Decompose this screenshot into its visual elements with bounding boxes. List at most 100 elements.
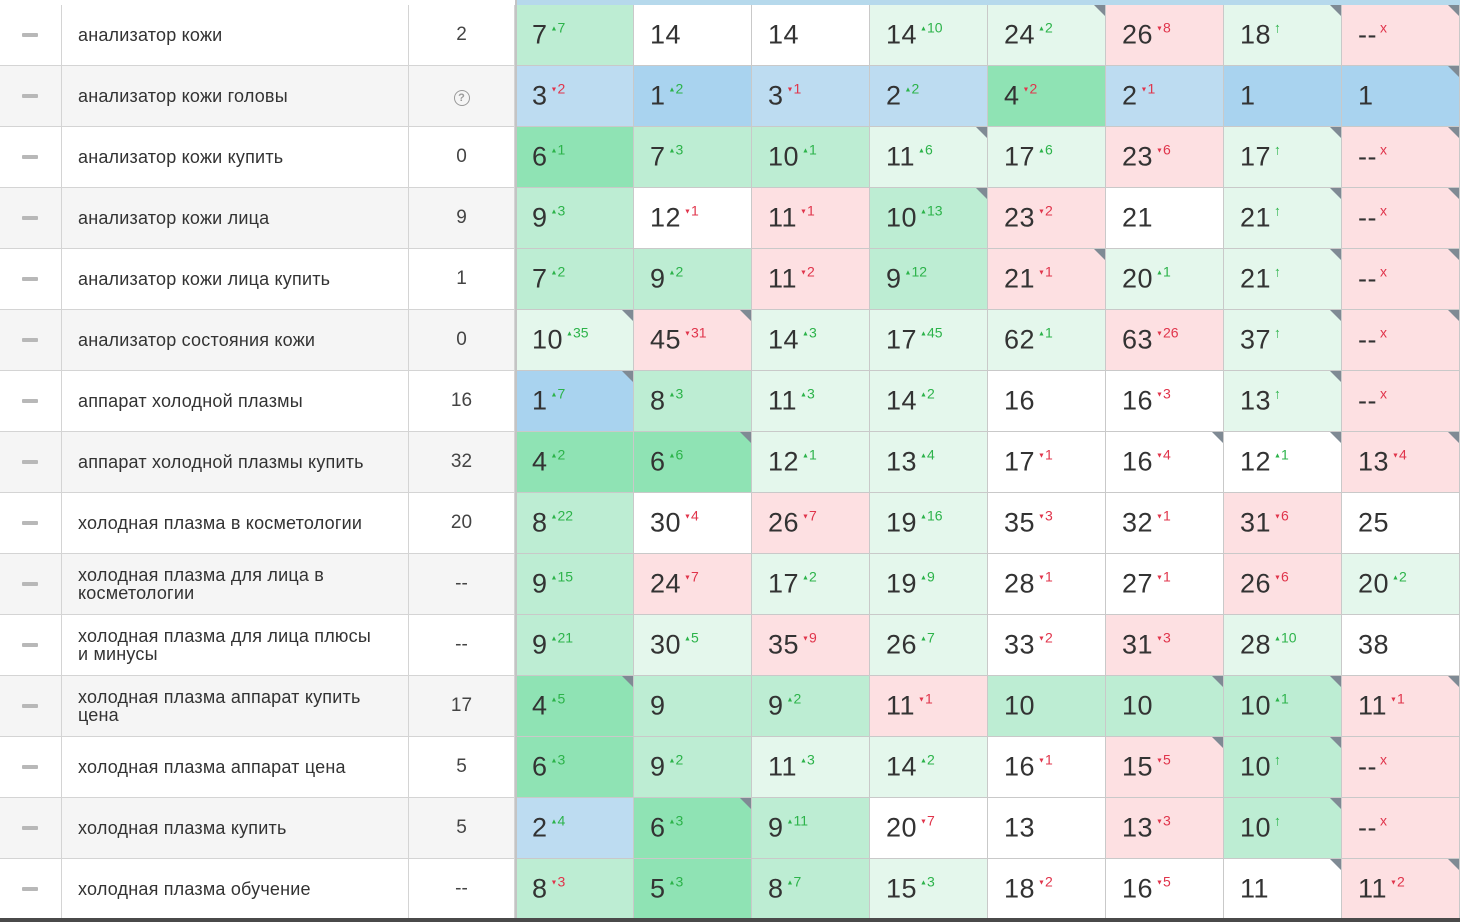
minus-icon[interactable] bbox=[22, 826, 38, 830]
position-cell[interactable]: 2 ▲2 bbox=[870, 66, 988, 127]
position-cell[interactable]: 28 ▲10 bbox=[1224, 615, 1342, 676]
position-cell[interactable]: 23 ▼6 bbox=[1106, 127, 1224, 188]
position-cell[interactable]: 6 ▲1 bbox=[516, 127, 634, 188]
minus-icon[interactable] bbox=[22, 704, 38, 708]
table-row[interactable]: холодная плазма для лица в косметологии -… bbox=[0, 554, 1460, 615]
table-row[interactable]: анализатор кожи головы? 3 ▼2 1 ▲2 3 ▼1 2 ▲2 4 ▼2 2 ▼… bbox=[0, 66, 1460, 127]
position-cell[interactable]: 17 ▲45 bbox=[870, 310, 988, 371]
position-cell[interactable]: 1 bbox=[1342, 66, 1460, 127]
position-cell[interactable]: 9 ▲15 bbox=[516, 554, 634, 615]
minus-icon[interactable] bbox=[22, 643, 38, 647]
position-cell[interactable]: 21 bbox=[1106, 188, 1224, 249]
position-cell[interactable]: -- x bbox=[1342, 737, 1460, 798]
position-cell[interactable]: 26 ▼7 bbox=[752, 493, 870, 554]
position-cell[interactable]: 11 ▲3 bbox=[752, 737, 870, 798]
position-cell[interactable]: 17 ▲2 bbox=[752, 554, 870, 615]
position-cell[interactable]: 10 ▲1 bbox=[752, 127, 870, 188]
position-cell[interactable]: 14 bbox=[634, 5, 752, 66]
minus-icon[interactable] bbox=[22, 155, 38, 159]
position-cell[interactable]: 10 ▲13 bbox=[870, 188, 988, 249]
position-cell[interactable]: 11 ▼2 bbox=[752, 249, 870, 310]
position-cell[interactable]: 32 ▼1 bbox=[1106, 493, 1224, 554]
position-cell[interactable]: 10 bbox=[988, 676, 1106, 737]
position-cell[interactable]: 35 ▼9 bbox=[752, 615, 870, 676]
position-cell[interactable]: 5 ▲3 bbox=[634, 859, 752, 920]
minus-icon[interactable] bbox=[22, 216, 38, 220]
position-cell[interactable]: 4 ▲5 bbox=[516, 676, 634, 737]
table-row[interactable]: анализатор кожи лица 9 9 ▲3 12 ▼1 11 ▼1 10 ▲13 23 ▼… bbox=[0, 188, 1460, 249]
position-cell[interactable]: -- x bbox=[1342, 249, 1460, 310]
table-row[interactable]: аппарат холодной плазмы 16 1 ▲7 8 ▲3 11 ▲3 14 ▲2 1… bbox=[0, 371, 1460, 432]
position-cell[interactable]: 27 ▼1 bbox=[1106, 554, 1224, 615]
position-cell[interactable]: -- x bbox=[1342, 310, 1460, 371]
position-cell[interactable]: 17 ▼1 bbox=[988, 432, 1106, 493]
position-cell[interactable]: 26 ▼8 bbox=[1106, 5, 1224, 66]
position-cell[interactable]: 13 ▼3 bbox=[1106, 798, 1224, 859]
position-cell[interactable]: 8 ▲22 bbox=[516, 493, 634, 554]
position-cell[interactable]: 11 ▼2 bbox=[1342, 859, 1460, 920]
position-cell[interactable]: 62 ▲1 bbox=[988, 310, 1106, 371]
position-cell[interactable]: 11 ▲6 bbox=[870, 127, 988, 188]
position-cell[interactable]: 24 ▲2 bbox=[988, 5, 1106, 66]
position-cell[interactable]: 9 ▲2 bbox=[752, 676, 870, 737]
table-row[interactable]: анализатор кожи купить 0 6 ▲1 7 ▲3 10 ▲1 11 ▲6 17 ▲… bbox=[0, 127, 1460, 188]
position-cell[interactable]: 21 ▼1 bbox=[988, 249, 1106, 310]
position-cell[interactable]: 63 ▼26 bbox=[1106, 310, 1224, 371]
position-cell[interactable]: 14 ▲2 bbox=[870, 737, 988, 798]
position-cell[interactable]: 19 ▲16 bbox=[870, 493, 988, 554]
position-cell[interactable]: 20 ▼7 bbox=[870, 798, 988, 859]
position-cell[interactable]: 14 ▲3 bbox=[752, 310, 870, 371]
position-cell[interactable]: 3 ▼1 bbox=[752, 66, 870, 127]
position-cell[interactable]: 10 ↑ bbox=[1224, 798, 1342, 859]
position-cell[interactable]: 10 ▲1 bbox=[1224, 676, 1342, 737]
table-row[interactable]: холодная плазма в косметологии 20 8 ▲22 30 ▼4… bbox=[0, 493, 1460, 554]
position-cell[interactable]: 30 ▲5 bbox=[634, 615, 752, 676]
position-cell[interactable]: 26 ▲7 bbox=[870, 615, 988, 676]
row-toggle-cell[interactable] bbox=[0, 737, 62, 798]
position-cell[interactable]: 1 ▲7 bbox=[516, 371, 634, 432]
position-cell[interactable]: 12 ▼1 bbox=[634, 188, 752, 249]
row-toggle-cell[interactable] bbox=[0, 249, 62, 310]
position-cell[interactable]: 2 ▲4 bbox=[516, 798, 634, 859]
table-row[interactable]: анализатор кожи лица купить 1 7 ▲2 9 ▲2 11 ▼2 9 ▲… bbox=[0, 249, 1460, 310]
position-cell[interactable]: 6 ▲6 bbox=[634, 432, 752, 493]
position-cell[interactable]: -- x bbox=[1342, 127, 1460, 188]
position-cell[interactable]: 8 ▼3 bbox=[516, 859, 634, 920]
position-cell[interactable]: 15 ▼5 bbox=[1106, 737, 1224, 798]
position-cell[interactable]: 1 ▲2 bbox=[634, 66, 752, 127]
position-cell[interactable]: 8 ▲7 bbox=[752, 859, 870, 920]
position-cell[interactable]: 19 ▲9 bbox=[870, 554, 988, 615]
position-cell[interactable]: 13 ▼4 bbox=[1342, 432, 1460, 493]
position-cell[interactable]: 9 ▲2 bbox=[634, 249, 752, 310]
position-cell[interactable]: 35 ▼3 bbox=[988, 493, 1106, 554]
position-cell[interactable]: 25 bbox=[1342, 493, 1460, 554]
position-cell[interactable]: -- x bbox=[1342, 371, 1460, 432]
minus-icon[interactable] bbox=[22, 521, 38, 525]
row-toggle-cell[interactable] bbox=[0, 66, 62, 127]
position-cell[interactable]: 11 ▼1 bbox=[870, 676, 988, 737]
minus-icon[interactable] bbox=[22, 582, 38, 586]
row-toggle-cell[interactable] bbox=[0, 371, 62, 432]
position-cell[interactable]: 30 ▼4 bbox=[634, 493, 752, 554]
position-cell[interactable]: 9 ▲12 bbox=[870, 249, 988, 310]
position-cell[interactable]: 24 ▼7 bbox=[634, 554, 752, 615]
position-cell[interactable]: 33 ▼2 bbox=[988, 615, 1106, 676]
row-toggle-cell[interactable] bbox=[0, 5, 62, 66]
position-cell[interactable]: 18 ▼2 bbox=[988, 859, 1106, 920]
row-toggle-cell[interactable] bbox=[0, 493, 62, 554]
position-cell[interactable]: 7 ▲7 bbox=[516, 5, 634, 66]
table-row[interactable]: холодная плазма обучение -- 8 ▼3 5 ▲3 8 ▲7 15 ▲3 1… bbox=[0, 859, 1460, 920]
position-cell[interactable]: 15 ▲3 bbox=[870, 859, 988, 920]
position-cell[interactable]: 4 ▼2 bbox=[988, 66, 1106, 127]
minus-icon[interactable] bbox=[22, 94, 38, 98]
position-cell[interactable]: -- x bbox=[1342, 798, 1460, 859]
position-cell[interactable]: 1 bbox=[1224, 66, 1342, 127]
position-cell[interactable]: 7 ▲2 bbox=[516, 249, 634, 310]
position-cell[interactable]: 20 ▲2 bbox=[1342, 554, 1460, 615]
minus-icon[interactable] bbox=[22, 277, 38, 281]
table-row[interactable]: аппарат холодной плазмы купить 32 4 ▲2 6 ▲6 12… bbox=[0, 432, 1460, 493]
table-row[interactable]: анализатор состояния кожи 0 10 ▲35 45 ▼31 14 ▲3… bbox=[0, 310, 1460, 371]
position-cell[interactable]: 4 ▲2 bbox=[516, 432, 634, 493]
position-cell[interactable]: 13 ▲4 bbox=[870, 432, 988, 493]
position-cell[interactable]: 13 bbox=[988, 798, 1106, 859]
